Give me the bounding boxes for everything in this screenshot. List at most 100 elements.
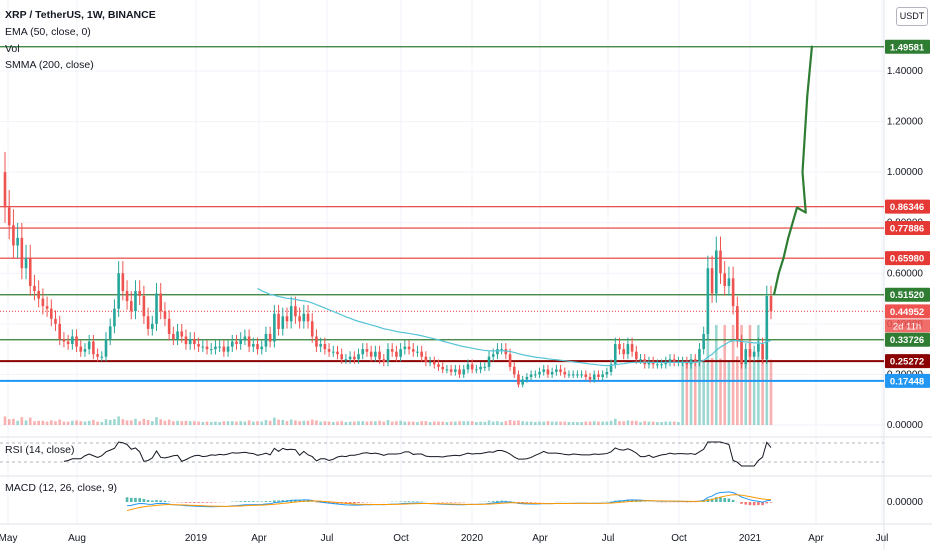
macd-histogram-bar (134, 497, 137, 502)
volume-bar (197, 421, 200, 425)
candle (727, 278, 731, 286)
vol-legend[interactable]: Vol (5, 43, 20, 55)
volume-bar (83, 421, 87, 425)
candle (71, 336, 74, 345)
volume-bar (268, 420, 272, 425)
volume-bar (24, 420, 28, 425)
candle (20, 237, 24, 269)
macd-histogram-bar (529, 502, 533, 503)
candle (466, 364, 470, 370)
candle (28, 258, 32, 286)
volume-bar (475, 422, 478, 425)
symbol-title[interactable]: XRP / TetherUS, 1W, BINANCE (5, 9, 156, 21)
volume-bar (748, 325, 752, 425)
volume-bar (752, 361, 756, 425)
macd-histogram-bar (411, 501, 415, 502)
volume-bar (214, 421, 217, 425)
macd-histogram-bar (353, 502, 356, 504)
candle (538, 371, 541, 375)
candle (420, 351, 423, 357)
volume-bar (592, 421, 596, 425)
volume-bar (630, 420, 634, 425)
volume-bar (155, 417, 158, 425)
x-tick-label: Jul (602, 533, 615, 544)
level-label-box (885, 354, 930, 369)
macd-histogram-bar (521, 502, 524, 503)
volume-bar (142, 418, 146, 425)
candle (7, 207, 11, 226)
volume-bar (428, 422, 432, 425)
macd-histogram-bar (496, 500, 499, 502)
macd-line (127, 491, 772, 508)
candle (197, 344, 200, 347)
macd-histogram-bar (125, 497, 129, 502)
macd-histogram-bar (740, 502, 743, 504)
volume-bar (243, 421, 247, 425)
volume-bar (28, 417, 32, 425)
candle (555, 369, 558, 372)
candle (172, 333, 175, 340)
candle (319, 344, 322, 347)
candle (62, 339, 66, 342)
candle (226, 346, 230, 352)
volume-bar (230, 421, 234, 425)
volume-bar (294, 420, 297, 425)
candle (470, 364, 474, 370)
currency-button[interactable]: USDT (896, 7, 928, 26)
candle (656, 364, 659, 366)
candle (698, 349, 701, 362)
macd-histogram-bar (727, 498, 731, 502)
candle (58, 323, 62, 340)
volume-bar (369, 421, 373, 425)
candle (243, 336, 247, 340)
volume-bar (331, 422, 335, 425)
candle (449, 369, 453, 372)
candle (639, 359, 642, 361)
volume-bar (672, 421, 676, 425)
volume-bar (702, 359, 705, 425)
volume-bar (33, 421, 36, 425)
candle (613, 344, 617, 365)
volume-bar (613, 418, 617, 425)
candle (769, 296, 773, 312)
volume-bar (512, 420, 516, 425)
level-label: 0.44952 (890, 307, 924, 318)
volume-bar (201, 422, 205, 425)
candle (108, 326, 112, 340)
candle (521, 379, 524, 385)
volume-bar (765, 325, 769, 425)
volume-bar (327, 421, 331, 425)
volume-bar (193, 421, 196, 425)
x-tick-label: Oct (393, 533, 409, 544)
candle (134, 290, 137, 312)
candle (508, 354, 512, 367)
volume-bar (7, 419, 11, 425)
axes: May Aug 2019 Apr Jul Oct 2020 Apr Jul Oct 2021 Apr J… (0, 66, 923, 544)
rsi-legend[interactable]: RSI (14, close) (5, 444, 75, 456)
volume-bar (555, 421, 558, 425)
smma-legend[interactable]: SMMA (200, close) (5, 59, 94, 71)
candle (660, 364, 663, 366)
volume-bar (340, 421, 344, 425)
price-labels: 1.49581 0.86346 0.77886 0.65980 0.51520 0.449… (885, 39, 930, 388)
candle (302, 313, 306, 322)
volume-bar (315, 420, 318, 425)
macd-histogram-bar (201, 502, 205, 503)
candle (475, 369, 478, 371)
volume-bar (529, 421, 533, 425)
macd-histogram-bar (193, 502, 196, 503)
candle (37, 290, 40, 299)
volume-bar (218, 422, 221, 425)
candle (504, 349, 508, 355)
volume-bar (639, 422, 642, 425)
volume-bar (466, 421, 470, 425)
volume-bar (378, 420, 381, 425)
candle (113, 308, 116, 327)
candle (49, 308, 53, 319)
candle (592, 374, 596, 380)
macd-legend[interactable]: MACD (12, 26, close, 9) (5, 482, 118, 494)
volume-bar (740, 325, 743, 425)
candle (761, 344, 764, 360)
ema-legend[interactable]: EMA (50, close, 0) (5, 26, 91, 38)
